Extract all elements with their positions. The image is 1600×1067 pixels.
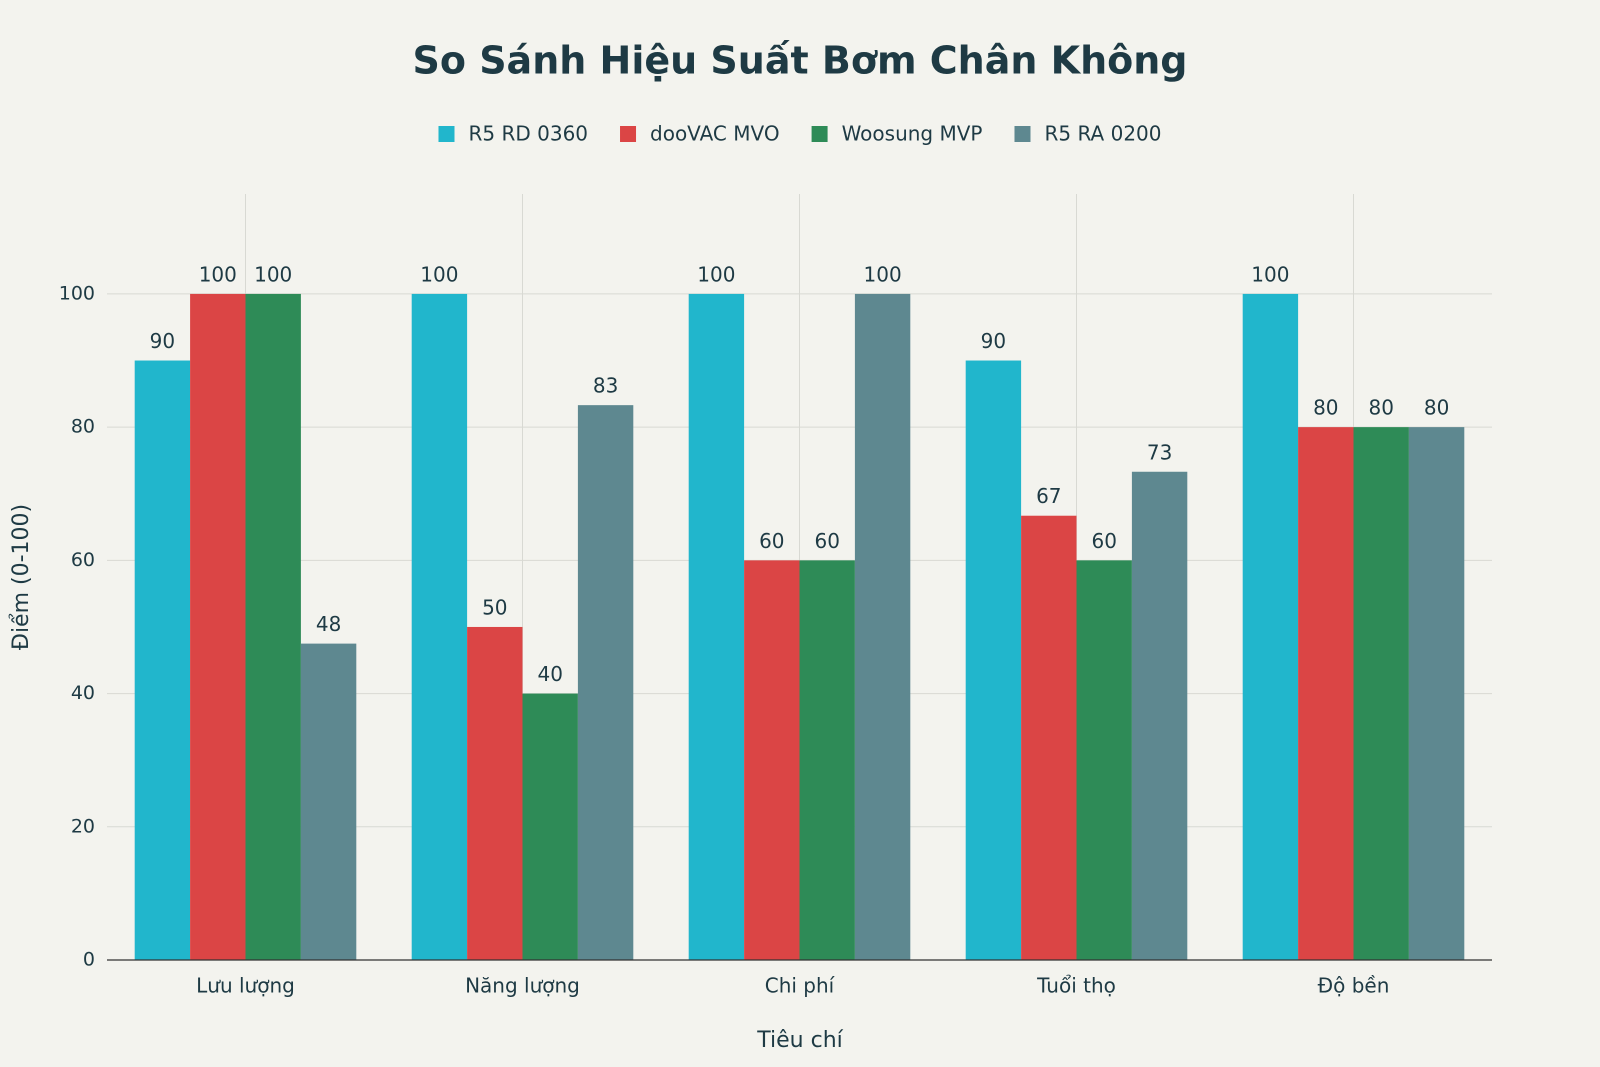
data-label: 100 xyxy=(697,262,735,286)
data-label: 80 xyxy=(1313,396,1338,420)
bar xyxy=(1021,515,1077,960)
bar xyxy=(577,405,634,961)
data-label: 100 xyxy=(254,262,292,286)
legend-swatch xyxy=(811,126,828,142)
y-tick-label: 20 xyxy=(71,815,95,837)
legend-swatch xyxy=(620,126,637,142)
legend-label: R5 RD 0360 xyxy=(468,122,588,146)
legend-swatch xyxy=(1014,126,1031,142)
x-tick-label: Lưu lượng xyxy=(196,974,295,998)
data-label: 100 xyxy=(420,262,458,286)
data-label: 40 xyxy=(537,662,562,686)
bar xyxy=(1131,471,1188,960)
y-axis-label: Điểm (0-100) xyxy=(9,504,34,650)
data-label: 90 xyxy=(981,329,1006,353)
bar xyxy=(744,560,800,960)
y-tick-label: 0 xyxy=(83,949,95,971)
legend-label: dooVAC MVO xyxy=(650,122,780,146)
bar xyxy=(134,360,191,960)
bar xyxy=(1076,560,1132,960)
data-label: 100 xyxy=(864,262,902,286)
bar xyxy=(411,293,468,960)
legend-label: R5 RA 0200 xyxy=(1044,122,1161,146)
legend-label: Woosung MVP xyxy=(842,122,983,146)
x-tick-label: Độ bền xyxy=(1318,974,1390,998)
data-label: 48 xyxy=(316,612,341,636)
bar xyxy=(522,693,578,960)
chart-title: So Sánh Hiệu Suất Bơm Chân Không xyxy=(412,39,1187,83)
bar xyxy=(190,293,246,960)
legend-swatch xyxy=(438,126,455,142)
bar xyxy=(688,293,745,960)
data-label: 50 xyxy=(482,595,507,619)
y-tick-label: 100 xyxy=(59,282,95,304)
bar xyxy=(965,360,1022,960)
data-label: 73 xyxy=(1147,440,1172,464)
bar xyxy=(1353,427,1409,960)
bar xyxy=(467,626,523,960)
y-tick-label: 40 xyxy=(71,682,95,704)
bar xyxy=(1408,427,1465,960)
x-tick-label: Chi phí xyxy=(765,974,836,998)
data-label: 90 xyxy=(150,329,175,353)
x-tick-label: Năng lượng xyxy=(465,974,580,998)
x-tick-label: Tuổi thọ xyxy=(1036,974,1116,998)
data-label: 60 xyxy=(1091,529,1116,553)
x-axis-label: Tiêu chí xyxy=(756,1028,843,1053)
data-label: 67 xyxy=(1036,484,1061,508)
y-tick-label: 60 xyxy=(71,549,95,571)
bar xyxy=(1242,293,1299,960)
bar xyxy=(300,643,357,960)
data-label: 80 xyxy=(1424,396,1449,420)
y-tick-label: 80 xyxy=(71,416,95,438)
bar xyxy=(1298,427,1354,960)
data-label: 100 xyxy=(1251,262,1289,286)
data-label: 60 xyxy=(814,529,839,553)
data-label: 60 xyxy=(759,529,784,553)
bar xyxy=(854,293,911,960)
data-label: 100 xyxy=(199,262,237,286)
bar xyxy=(245,293,301,960)
data-label: 83 xyxy=(593,374,618,398)
data-label: 80 xyxy=(1368,396,1393,420)
bar xyxy=(799,560,855,960)
